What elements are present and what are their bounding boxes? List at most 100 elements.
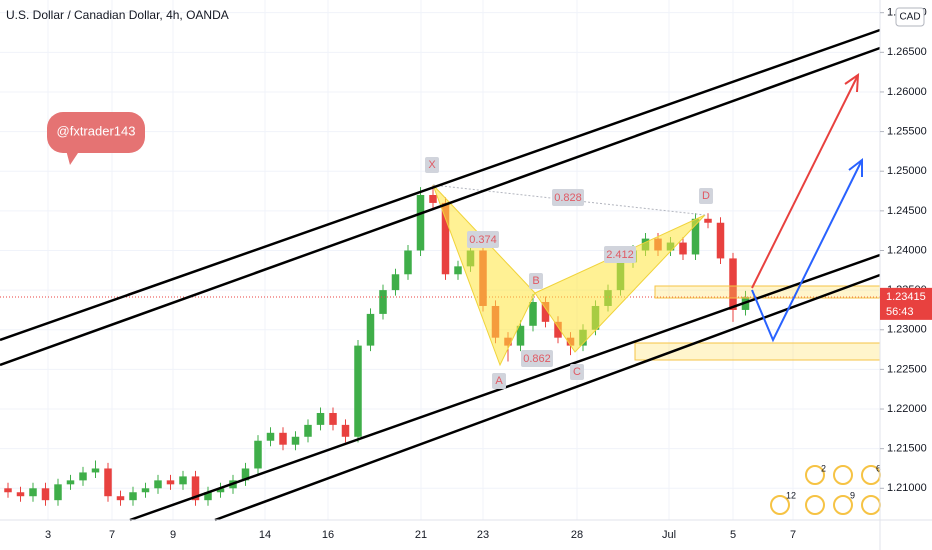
x-tick-label: 5 bbox=[730, 529, 736, 541]
candle-body bbox=[254, 440, 262, 469]
candle-body bbox=[241, 468, 250, 481]
event-icon bbox=[770, 495, 790, 515]
candle-body bbox=[104, 468, 112, 497]
last-price-box bbox=[880, 287, 932, 320]
pattern-ratio: 0.374 bbox=[469, 234, 497, 246]
pattern-ratio: 0.862 bbox=[523, 353, 551, 365]
y-tick-label: 1.22500 bbox=[887, 363, 927, 375]
label-box bbox=[521, 350, 553, 367]
label-box bbox=[552, 189, 584, 206]
candle-body bbox=[341, 424, 350, 437]
candle-body bbox=[266, 432, 275, 441]
candle-body bbox=[4, 488, 12, 493]
x-tick-label: 7 bbox=[109, 529, 115, 541]
candle-body bbox=[79, 472, 87, 481]
y-tick-label: 1.26500 bbox=[887, 46, 927, 58]
candle-body bbox=[154, 480, 162, 489]
candle-body bbox=[116, 496, 125, 501]
candle-body bbox=[304, 424, 312, 437]
currency: CAD bbox=[899, 12, 920, 23]
label-box bbox=[604, 246, 636, 263]
x-tick-label: Jul bbox=[662, 529, 676, 541]
candle-body bbox=[704, 218, 712, 223]
x-tick-label: 9 bbox=[170, 529, 176, 541]
candle-body bbox=[691, 218, 700, 255]
candle-body bbox=[379, 290, 387, 314]
candle-body bbox=[354, 345, 362, 437]
chart-title: U.S. Dollar / Canadian Dollar, 4h, OANDA bbox=[6, 8, 229, 22]
candle-body bbox=[516, 325, 525, 346]
y-tick-label: 1.21000 bbox=[887, 482, 927, 494]
candle-body bbox=[191, 476, 200, 501]
event-icon bbox=[861, 495, 881, 515]
candle-body bbox=[441, 202, 450, 275]
candle-body bbox=[329, 412, 337, 425]
author-tag: @fxtrader143 bbox=[57, 123, 136, 138]
event-icon bbox=[805, 495, 825, 515]
trend-line bbox=[214, 273, 881, 522]
x-tick-label: 14 bbox=[259, 529, 271, 541]
candle-body bbox=[366, 313, 375, 346]
x-tick-label: 7 bbox=[790, 529, 796, 541]
last-price-label: 1.23415 bbox=[886, 291, 926, 303]
trend-line bbox=[0, 46, 881, 367]
event-count: 12 bbox=[786, 490, 796, 500]
candle-body bbox=[429, 195, 437, 203]
pattern-point: D bbox=[702, 190, 710, 202]
label-box bbox=[492, 373, 506, 389]
y-tick-label: 1.26000 bbox=[887, 86, 927, 98]
candle-body bbox=[716, 222, 725, 259]
event-icon bbox=[833, 465, 853, 485]
countdown: 56:43 bbox=[886, 306, 914, 318]
y-tick-label: 1.25000 bbox=[887, 165, 927, 177]
candle-body bbox=[291, 436, 300, 445]
candle-body bbox=[554, 321, 562, 338]
event-icon bbox=[805, 465, 825, 485]
axes: 1.210001.215001.220001.225001.230001.235… bbox=[45, 7, 927, 541]
x-tick-label: 3 bbox=[45, 529, 51, 541]
pattern-point: X bbox=[428, 159, 436, 171]
candle-body bbox=[454, 266, 462, 275]
pattern-ratio: 0.828 bbox=[554, 192, 582, 204]
candle-body bbox=[729, 258, 737, 310]
trend-line bbox=[0, 28, 881, 342]
candle-body bbox=[91, 468, 100, 473]
y-tick-label: 1.25500 bbox=[887, 125, 927, 137]
event-count: 9 bbox=[850, 490, 855, 500]
candle-body bbox=[54, 484, 62, 501]
candle-body bbox=[204, 492, 212, 501]
pattern-ratio: 2.412 bbox=[606, 249, 634, 261]
candle-body bbox=[41, 488, 50, 501]
y-tick-label: 1.24500 bbox=[887, 205, 927, 217]
events: 2 6 12 9 bbox=[770, 463, 881, 515]
candle-body bbox=[216, 488, 225, 493]
candle-body bbox=[179, 476, 187, 485]
x-tick-label: 16 bbox=[322, 529, 334, 541]
y-tick-label: 1.21500 bbox=[887, 443, 927, 455]
arrow bbox=[751, 74, 859, 289]
y-tick-label: 1.24000 bbox=[887, 244, 927, 256]
event-count: 2 bbox=[821, 463, 826, 473]
arrow-head bbox=[848, 157, 863, 177]
label-box bbox=[425, 157, 439, 173]
event-icon bbox=[833, 495, 853, 515]
candle-body bbox=[279, 432, 287, 445]
candle-body bbox=[404, 250, 412, 275]
candle-body bbox=[529, 302, 537, 326]
currency-box bbox=[895, 7, 925, 27]
y-tick-label: 1.22000 bbox=[887, 403, 927, 415]
candle-body bbox=[141, 488, 150, 493]
bubble-tail bbox=[66, 150, 80, 165]
candle-body bbox=[416, 195, 425, 251]
candle-body bbox=[541, 302, 550, 322]
grid bbox=[0, 0, 880, 520]
candle-body bbox=[29, 488, 37, 497]
pattern-point: B bbox=[532, 275, 539, 287]
y-tick-label: 1.23000 bbox=[887, 324, 927, 336]
candle-body bbox=[16, 492, 25, 497]
arrow-head bbox=[844, 73, 860, 93]
pattern-point: A bbox=[495, 375, 503, 387]
candle-body bbox=[679, 242, 687, 255]
